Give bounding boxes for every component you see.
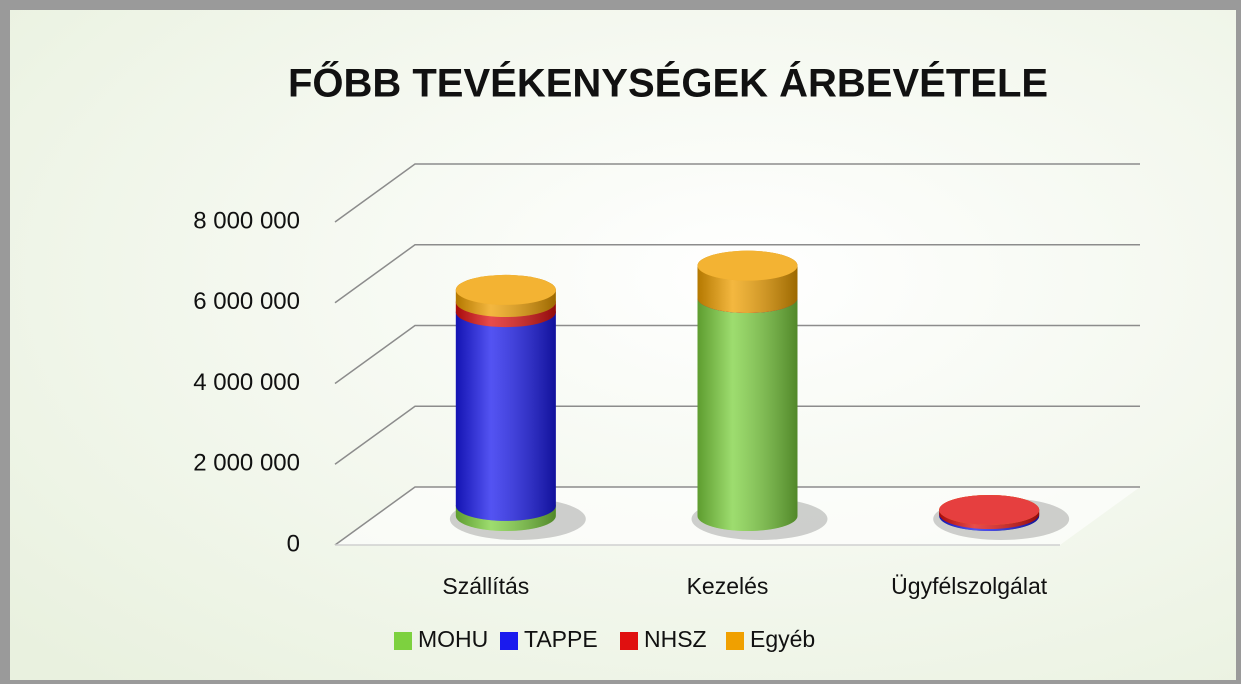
y-tick-label: 2 000 000 [193,450,300,477]
grid-line [334,405,1140,465]
legend-swatch [500,632,518,650]
legend-label: MOHU [418,626,488,652]
cylinder-top-highlight [939,494,1040,525]
cylinder-top-highlight [455,274,556,305]
grid-line [334,324,1140,385]
cylinder-top [939,494,1040,525]
legend-label: TAPPE [524,626,598,652]
y-tick-label: 6 000 000 [193,288,300,315]
legend-swatch [726,632,744,650]
cylinder-top-highlight [697,250,798,281]
legend-swatch [620,632,638,650]
cylinder-top [455,274,556,305]
grid-line [334,244,1140,304]
y-tick-label: 4 000 000 [193,369,300,396]
legend-swatch [394,632,412,650]
chart-title: FŐBB TEVÉKENYSÉGEK ÁRBEVÉTELE [288,60,1048,106]
x-tick-label: Kezelés [687,573,769,599]
x-tick-label: Ügyfélszolgálat [891,573,1048,599]
y-tick-label: 0 [287,530,300,557]
shading [697,282,798,531]
grid-line [334,163,1140,223]
chart-area [10,10,1236,680]
shading [455,297,556,521]
y-tick-label: 8 000 000 [193,207,300,234]
legend-label: Egyéb [750,626,815,652]
grid-line [334,486,1140,546]
legend-label: NHSZ [644,626,707,652]
cylinder-top [697,250,798,281]
x-tick-label: Szállítás [442,573,529,599]
